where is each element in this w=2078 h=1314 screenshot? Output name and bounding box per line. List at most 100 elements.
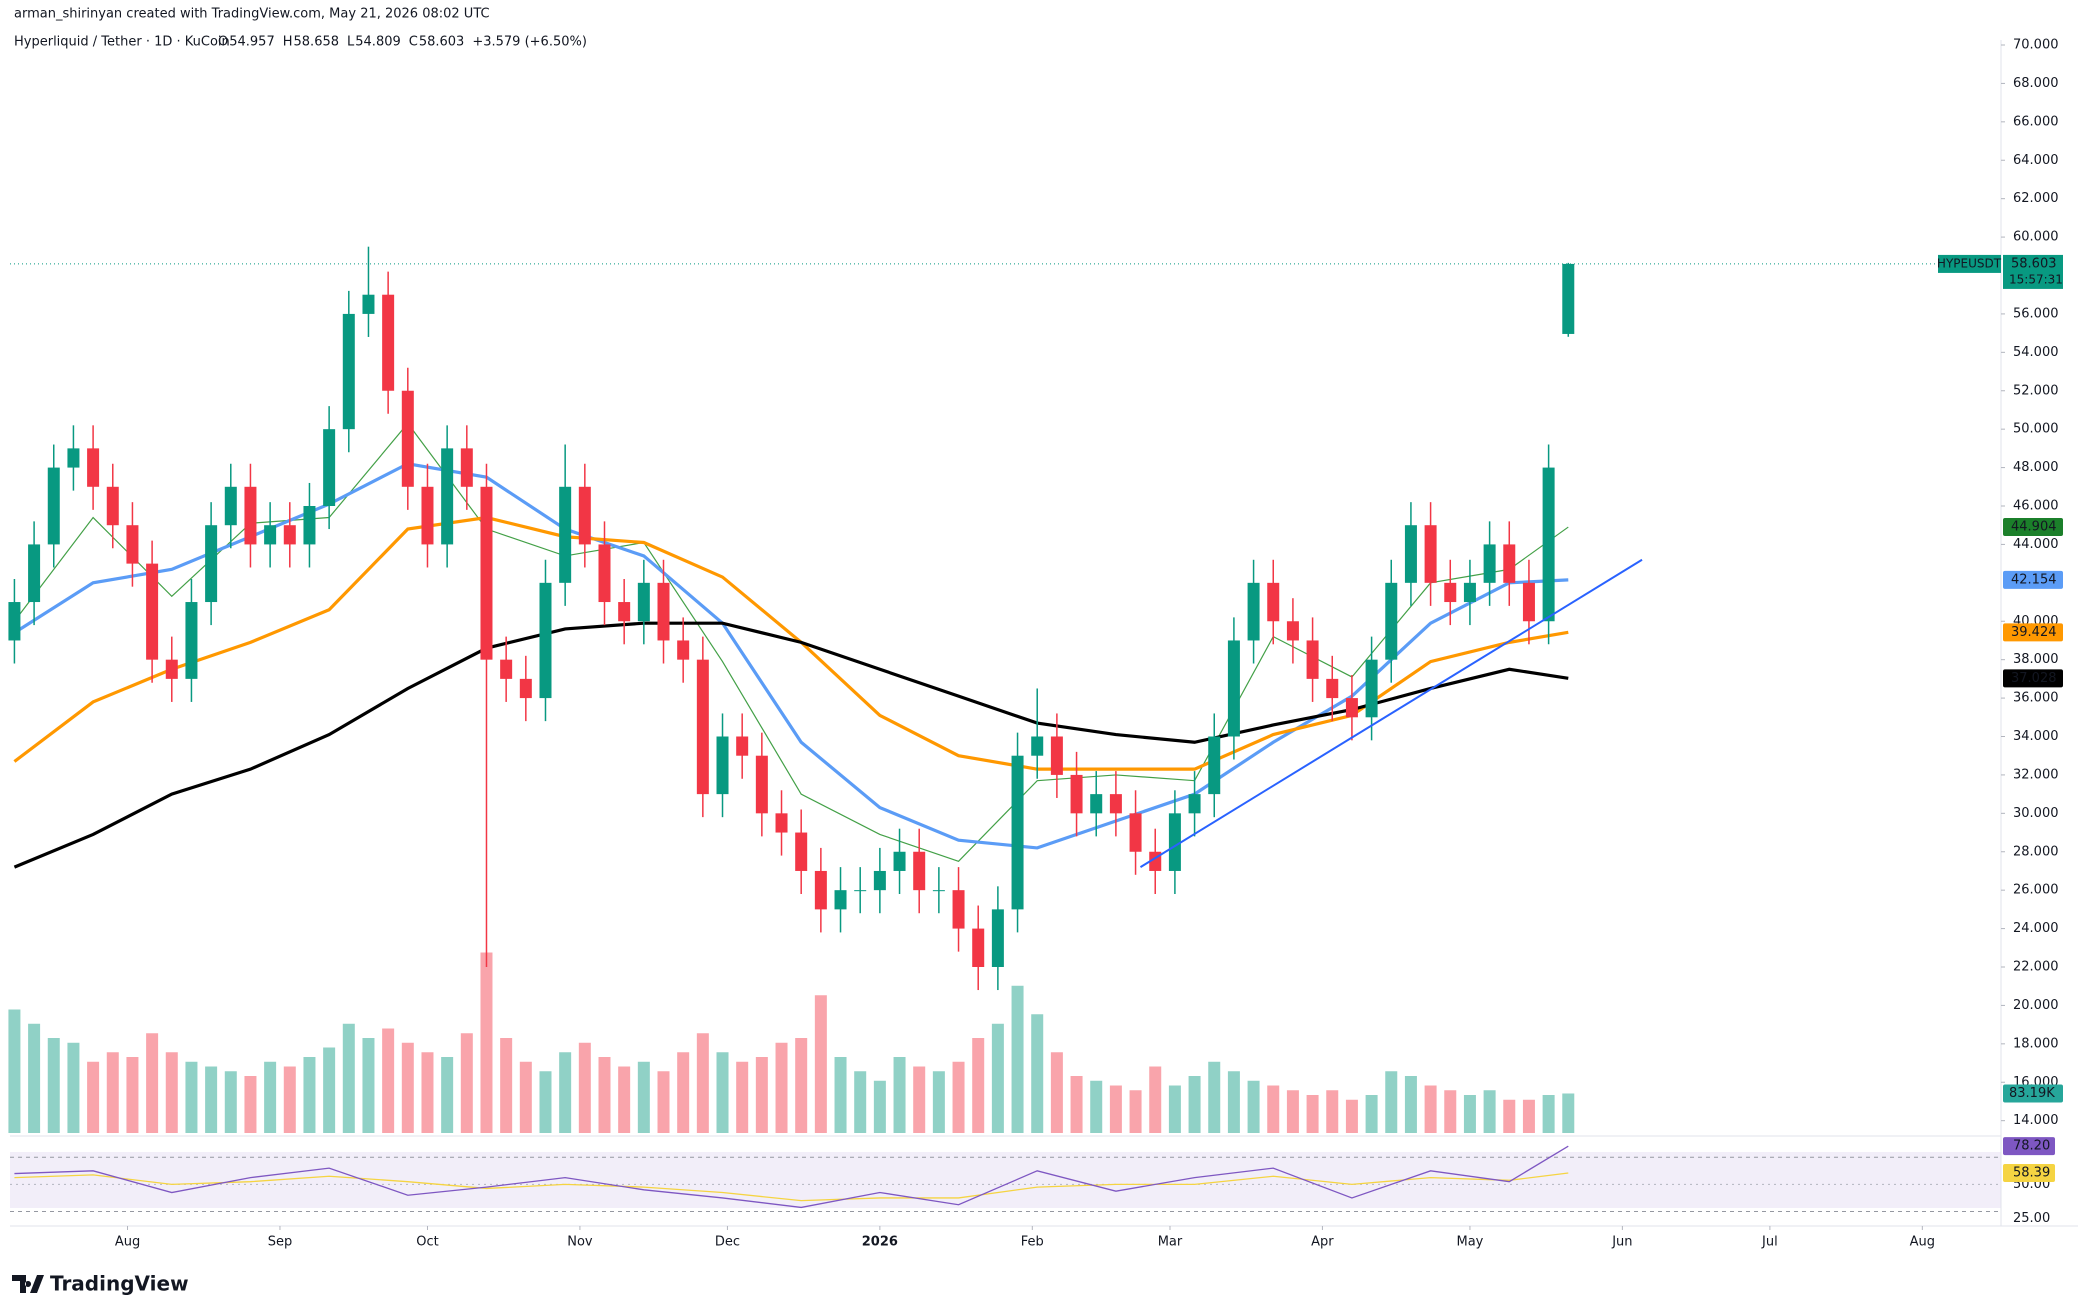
ma-label-box: [2003, 623, 2063, 642]
volume-bar: [185, 1061, 198, 1133]
volume-bar: [224, 1071, 237, 1133]
volume-bars: [8, 952, 1575, 1133]
candle-body: [146, 563, 159, 660]
moving-average: [13, 462, 1569, 850]
volume-bar: [1503, 1099, 1516, 1133]
symbol-label: HYPEUSDT: [1937, 256, 2002, 270]
candle-body: [913, 851, 926, 891]
countdown-label: 15:57:31: [2009, 272, 2063, 286]
logo: TradingView: [12, 1272, 189, 1296]
ma-label-box: [2003, 518, 2063, 537]
candle-body: [1031, 736, 1044, 756]
candle-body: [323, 429, 336, 506]
volume-bar: [1227, 1071, 1240, 1133]
volume-bar: [814, 995, 827, 1133]
volume-bar: [1090, 1080, 1103, 1133]
candle-body: [342, 313, 355, 430]
volume-bar: [1306, 1095, 1319, 1133]
candle-body: [1542, 467, 1555, 622]
ohlc-value: 58.603: [419, 35, 465, 50]
y-tick-label: 62.000: [2013, 191, 2059, 206]
volume-bar: [1483, 1090, 1496, 1133]
candle-body: [1365, 659, 1378, 718]
candle-body: [106, 486, 119, 526]
volume-bar: [539, 1071, 552, 1133]
candle-body: [126, 525, 139, 564]
volume-bar: [1424, 1085, 1437, 1133]
volume-bar: [1011, 985, 1024, 1133]
x-tick-label: Oct: [416, 1235, 438, 1250]
candle-body: [8, 602, 21, 641]
y-tick-label: 52.000: [2013, 383, 2059, 398]
ohlc-value: 54.957: [229, 35, 275, 50]
ma-label: 42.154: [2011, 572, 2057, 587]
moving-average: [13, 621, 1569, 869]
ma-label: 44.904: [2011, 520, 2057, 535]
candle-body: [1129, 813, 1142, 852]
y-tick-label: 20.000: [2013, 998, 2059, 1013]
volume-bar: [1031, 1014, 1044, 1133]
volume-bar: [618, 1066, 631, 1133]
volume-bar: [303, 1057, 316, 1133]
volume-bar: [323, 1047, 336, 1133]
volume-bar: [205, 1066, 218, 1133]
moving-average: [13, 422, 1569, 863]
y-tick-label: 26.000: [2013, 883, 2059, 898]
volume-bar: [67, 1042, 80, 1133]
volume-bar: [1444, 1090, 1457, 1133]
volume-bar: [362, 1038, 375, 1133]
candle-body: [1522, 582, 1535, 622]
price-label: 58.603: [2011, 256, 2057, 271]
candle-body: [382, 294, 395, 391]
candle-body: [814, 870, 827, 910]
candle-body: [1424, 525, 1437, 583]
volume-bar: [795, 1038, 808, 1133]
candle-body: [1247, 582, 1260, 641]
volume-bar: [1365, 1095, 1378, 1133]
credit: arman_shirinyan created with TradingView…: [14, 7, 490, 22]
candle-body: [637, 582, 650, 622]
y-tick-label: 30.000: [2013, 806, 2059, 821]
y-tick-label: 46.000: [2013, 499, 2059, 514]
volume-bar: [1188, 1076, 1201, 1133]
volume-bar: [1286, 1090, 1299, 1133]
y-tick-label: 60.000: [2013, 230, 2059, 245]
volume-bar: [677, 1052, 690, 1133]
ohlc-value: 54.809: [355, 35, 401, 50]
candle-body: [716, 736, 729, 795]
y-tick-label: 44.000: [2013, 537, 2059, 552]
volume-bar: [1404, 1076, 1417, 1133]
volume-bar: [126, 1057, 139, 1133]
volume-bar: [893, 1057, 906, 1133]
rsi-label-box: [2003, 1137, 2055, 1156]
candle-body: [1483, 544, 1496, 583]
candle-body: [991, 909, 1004, 967]
rsi-label: 78.20: [2013, 1139, 2050, 1154]
candle-body: [283, 525, 296, 545]
candle-body: [1109, 794, 1122, 814]
volume-bar: [834, 1057, 847, 1133]
volume-bar: [657, 1071, 670, 1133]
ma-label: 37.028: [2011, 671, 2057, 686]
y-tick-label: 66.000: [2013, 114, 2059, 129]
volume-bar: [637, 1061, 650, 1133]
candle-body: [972, 928, 985, 967]
y-tick-label: 56.000: [2013, 306, 2059, 321]
candle-body: [1326, 678, 1339, 699]
candle-body: [185, 602, 198, 679]
volume-bar: [1168, 1085, 1181, 1133]
candle-body: [775, 813, 788, 833]
candle-body: [165, 659, 178, 679]
volume-bar: [441, 1057, 454, 1133]
volume-label-box: [2003, 1084, 2063, 1103]
y-tick-label: 54.000: [2013, 345, 2059, 360]
volume-bar: [1385, 1071, 1398, 1133]
volume-bar: [8, 1009, 21, 1133]
volume-bar: [519, 1061, 532, 1133]
volume-bar: [283, 1066, 296, 1133]
candle-body: [1385, 582, 1398, 660]
volume-bar: [460, 1033, 473, 1133]
volume-bar: [1326, 1090, 1339, 1133]
volume-bar: [146, 1033, 159, 1133]
